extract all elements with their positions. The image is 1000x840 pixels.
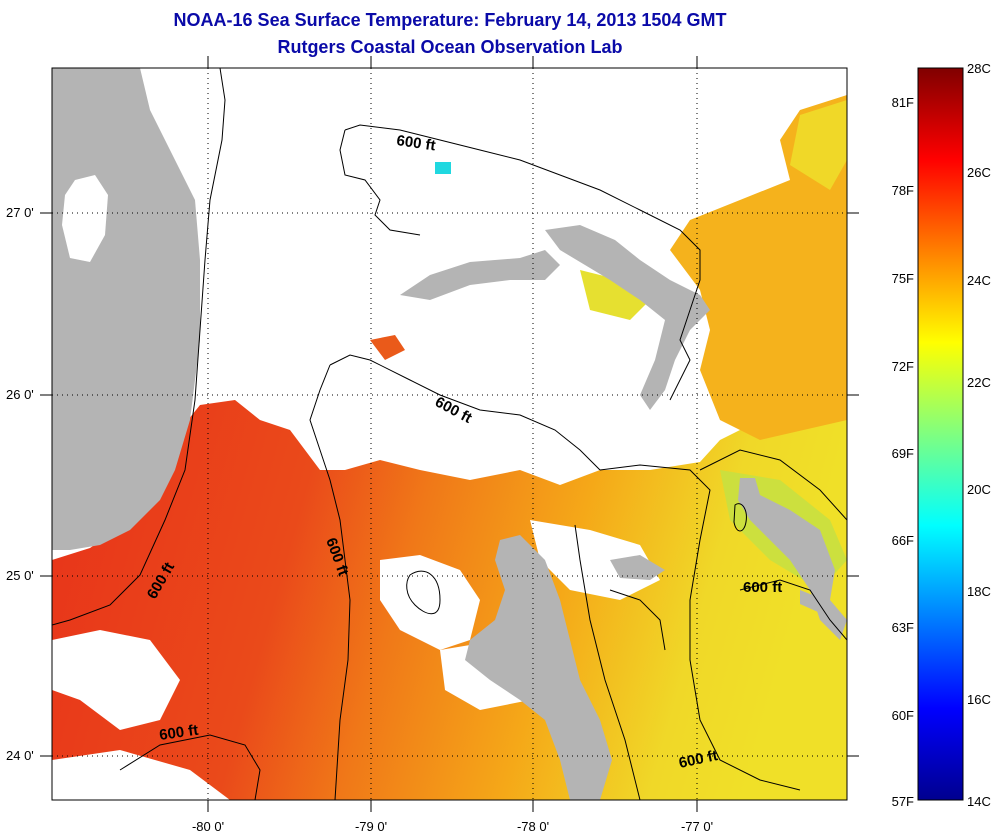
- colorbar-celsius-label: 22C: [967, 375, 991, 390]
- lon-label: -78 0': [517, 819, 549, 834]
- contour-eleuthera-oval: [733, 503, 747, 532]
- sst-field-ne-yellow: [790, 100, 847, 190]
- land-grand-bahama: [400, 250, 560, 300]
- land-exuma: [800, 590, 825, 612]
- sst-field-east: [670, 95, 847, 440]
- cloud-patch-3: [530, 520, 660, 600]
- land-abaco: [545, 225, 710, 410]
- contour-eleuthera: [739, 579, 847, 641]
- lon-label: -79 0': [355, 819, 387, 834]
- lon-label: -80 0': [192, 819, 224, 834]
- colorbar-celsius-label: 20C: [967, 482, 991, 497]
- colorbar-fahrenheit-label: 60F: [892, 708, 914, 723]
- colorbar-fahrenheit-label: 63F: [892, 620, 914, 635]
- bathymetry-contours: [52, 68, 847, 800]
- contour-gbb-north: [309, 364, 351, 800]
- contour-tongue-ocean: [599, 464, 801, 791]
- contour-east-curve: [609, 589, 666, 651]
- colorbar-fahrenheit-label: 66F: [892, 533, 914, 548]
- colorbar-celsius-label: 28C: [967, 61, 991, 76]
- colorbar-celsius-label: 26C: [967, 165, 991, 180]
- cloud-patch-1: [52, 630, 180, 730]
- colorbar-celsius-label: 16C: [967, 692, 991, 707]
- colorbar-celsius-label: 24C: [967, 273, 991, 288]
- graticule: [52, 68, 847, 800]
- lat-label: 25 0': [6, 568, 34, 583]
- cloud-patch-5: [52, 750, 230, 800]
- land-andros: [465, 535, 612, 800]
- lat-label: 24 0': [6, 748, 34, 763]
- colorbar-fahrenheit-label: 78F: [892, 183, 914, 198]
- contour-florida-shelf: [52, 68, 226, 626]
- lon-label: -77 0': [681, 819, 713, 834]
- land-small-cay: [610, 555, 665, 580]
- map-title: NOAA-16 Sea Surface Temperature: Februar…: [173, 10, 727, 30]
- contour-label: 600 ft: [743, 579, 782, 596]
- contour-exuma-sound: [699, 449, 847, 521]
- colorbar-fahrenheit-label: 75F: [892, 271, 914, 286]
- colorbar-fahrenheit-label: 81F: [892, 95, 914, 110]
- contour-gbb-west: [329, 354, 601, 471]
- contour-label: 600 ft: [395, 132, 436, 154]
- contour-lbb-loop: [339, 129, 421, 236]
- cold-spot: [435, 162, 451, 174]
- contour-andros-east: [574, 524, 641, 800]
- contour-label: 600 ft: [158, 722, 199, 744]
- map-area: 600 ft 600 ft 600 ft 600 ft 600 ft 600 f…: [52, 68, 847, 800]
- lat-label: 27 0': [6, 205, 34, 220]
- colorbar-fahrenheit-label: 57F: [892, 794, 914, 809]
- lat-label: 26 0': [6, 387, 34, 402]
- map-frame: [51, 67, 848, 801]
- colorbar-celsius-label: 14C: [967, 794, 991, 809]
- sst-field-north-patch: [370, 335, 405, 360]
- cloud-patch-2: [380, 555, 480, 650]
- contour-lbb-north: [344, 124, 701, 401]
- colorbar-fahrenheit-label: 69F: [892, 446, 914, 461]
- colorbar-fahrenheit-label: 72F: [892, 359, 914, 374]
- contour-oval: [406, 570, 441, 615]
- axis-ticks: [40, 56, 859, 812]
- colorbar-celsius-label: 18C: [967, 584, 991, 599]
- lake-okeechobee: [62, 175, 108, 262]
- map-subtitle: Rutgers Coastal Ocean Observation Lab: [277, 37, 623, 57]
- sst-field-small-patch: [580, 270, 650, 320]
- contour-southwest: [119, 734, 261, 800]
- colorbar: [917, 67, 964, 801]
